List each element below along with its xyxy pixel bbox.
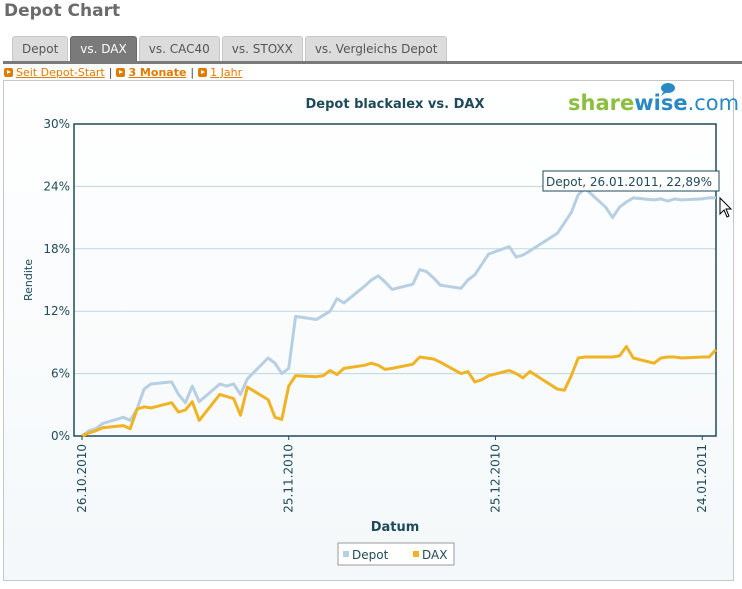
range-separator: | (190, 66, 195, 79)
range-selector: Seit Depot-Start | 3 Monate | 1 Jahr (4, 66, 245, 79)
plot-border (73, 123, 717, 437)
y-tick-label: 6% (51, 367, 70, 381)
tab-vs-cac40[interactable]: vs. CAC40 (138, 36, 220, 61)
chart-frame (3, 80, 734, 581)
y-axis-label: Rendite (22, 259, 35, 301)
y-tick-label: 18% (43, 242, 70, 256)
x-tick-label: 26.10.2010 (75, 444, 89, 513)
chart-tabs: Depot vs. DAX vs. CAC40 vs. STOXX vs. Ve… (12, 36, 449, 62)
tab-depot[interactable]: Depot (12, 36, 69, 61)
arrow-bullet-icon (198, 68, 208, 77)
tab-divider (3, 61, 742, 64)
range-link-1-year[interactable]: 1 Jahr (210, 66, 243, 79)
y-tick-label: 24% (43, 179, 70, 193)
range-link-since-start[interactable]: Seit Depot-Start (16, 66, 105, 79)
tooltip-text: Depot, 26.01.2011, 22,89% (546, 175, 712, 189)
tooltip-box (542, 170, 720, 192)
series-line-dax[interactable] (81, 345, 718, 438)
range-separator: | (108, 66, 113, 79)
range-link-3-months[interactable]: 3 Monate (128, 66, 187, 79)
grid-layer (74, 185, 716, 375)
svg-text:sharewise.com: sharewise.com (568, 91, 739, 115)
mouse-cursor-icon (719, 196, 733, 218)
y-tick-label: 30% (43, 117, 70, 131)
legend-swatch-dax (413, 551, 419, 557)
x-tick-label: 24.01.2011 (695, 444, 709, 513)
chart-title: Depot blackalex vs. DAX (306, 97, 485, 112)
sharewise-logo: sharewise.com (568, 83, 739, 115)
logo-text-wise: wise (634, 91, 687, 115)
y-tick-label: 12% (43, 304, 70, 318)
y-tick-label: 0% (51, 429, 70, 443)
x-axis-label: Datum (371, 520, 420, 535)
y-tick-labels: 0% 6% 12% 18% 24% 30% (43, 117, 70, 443)
legend: Depot DAX (337, 542, 455, 566)
tab-vs-vergleichs-depot[interactable]: vs. Vergleichs Depot (304, 36, 448, 61)
tab-vs-stoxx[interactable]: vs. STOXX (221, 36, 303, 61)
legend-label-dax[interactable]: DAX (422, 548, 447, 562)
arrow-bullet-icon (4, 68, 13, 77)
series-line-depot[interactable] (81, 187, 717, 438)
speech-bubble-icon (661, 83, 675, 96)
series-layer (81, 187, 718, 438)
tab-vs-dax[interactable]: vs. DAX (70, 36, 137, 61)
legend-swatch-depot (343, 551, 349, 557)
x-tick-label: 25.11.2010 (282, 444, 296, 513)
page-title: Depot Chart (4, 1, 121, 21)
logo-text-share: share (568, 91, 634, 115)
x-tick-label: 25.12.2010 (488, 444, 502, 513)
legend-box (337, 542, 455, 566)
logo-text-com: .com (688, 91, 740, 115)
x-tick-labels: 26.10.2010 25.11.2010 25.12.2010 24.01.2011 (75, 436, 709, 513)
hover-tooltip: Depot, 26.01.2011, 22,89% (542, 170, 720, 192)
legend-label-depot[interactable]: Depot (352, 548, 389, 562)
arrow-bullet-icon (116, 68, 126, 77)
